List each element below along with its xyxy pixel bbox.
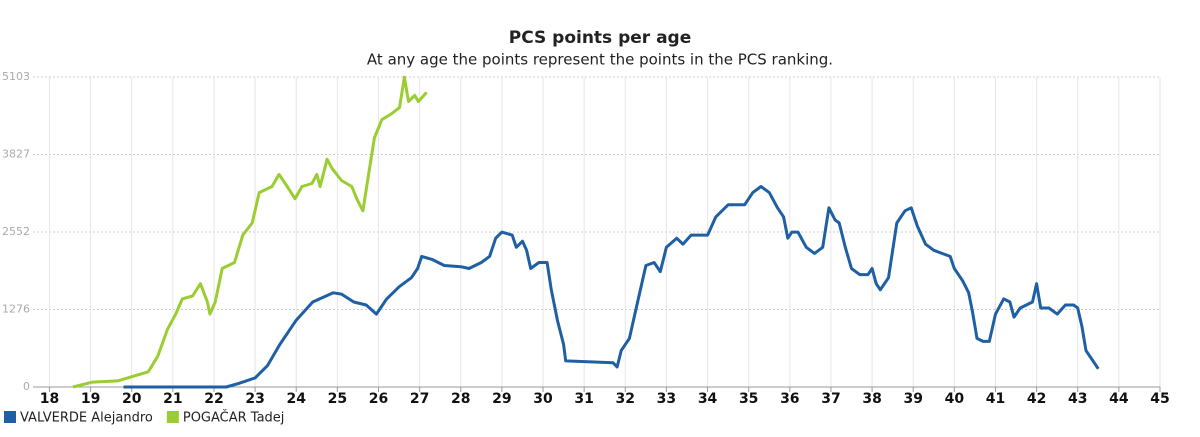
x-tick-label: 23 <box>245 391 264 407</box>
x-tick-label: 35 <box>739 391 758 407</box>
x-tick-label: 18 <box>40 391 59 407</box>
x-tick-label: 42 <box>1027 391 1046 407</box>
x-tick-label: 37 <box>821 391 840 407</box>
x-tick-label: 22 <box>204 391 223 407</box>
x-tick-label: 31 <box>574 391 593 407</box>
x-tick-label: 39 <box>903 391 922 407</box>
x-tick-label: 28 <box>451 391 470 407</box>
x-tick-label: 33 <box>657 391 676 407</box>
x-tick-label: 34 <box>698 391 718 407</box>
y-tick-label: 3827 <box>2 148 30 161</box>
legend-label: VALVERDE Alejandro <box>20 411 153 426</box>
series-line <box>72 75 428 389</box>
legend-swatch <box>4 411 16 423</box>
x-tick-label: 44 <box>1109 391 1129 407</box>
x-tick-label: 27 <box>410 391 429 407</box>
x-tick-label: 40 <box>945 391 965 407</box>
y-tick-label: 5103 <box>2 70 30 83</box>
x-tick-label: 45 <box>1150 391 1169 407</box>
y-tick-label: 0 <box>23 380 30 393</box>
x-tick-label: 41 <box>986 391 1005 407</box>
x-tick-label: 20 <box>122 391 142 407</box>
y-tick-label: 1276 <box>2 302 30 315</box>
x-tick-label: 30 <box>533 391 553 407</box>
x-tick-label: 19 <box>81 391 100 407</box>
x-tick-label: 36 <box>780 391 799 407</box>
chart-subtitle: At any age the points represent the poin… <box>367 51 833 69</box>
x-tick-label: 24 <box>286 391 306 407</box>
x-tick-label: 25 <box>328 391 347 407</box>
legend-swatch <box>166 411 179 423</box>
x-tick-label: 29 <box>492 391 511 407</box>
series-line <box>123 185 1100 389</box>
x-tick-label: 21 <box>163 391 182 407</box>
x-tick-label: 38 <box>862 391 881 407</box>
x-tick-label: 43 <box>1068 391 1087 407</box>
chart-title: PCS points per age <box>509 28 692 48</box>
x-tick-label: 32 <box>616 391 635 407</box>
legend-label: POGAČAR Tadej <box>183 410 285 426</box>
x-tick-label: 26 <box>369 391 388 407</box>
y-tick-label: 2552 <box>2 225 30 238</box>
